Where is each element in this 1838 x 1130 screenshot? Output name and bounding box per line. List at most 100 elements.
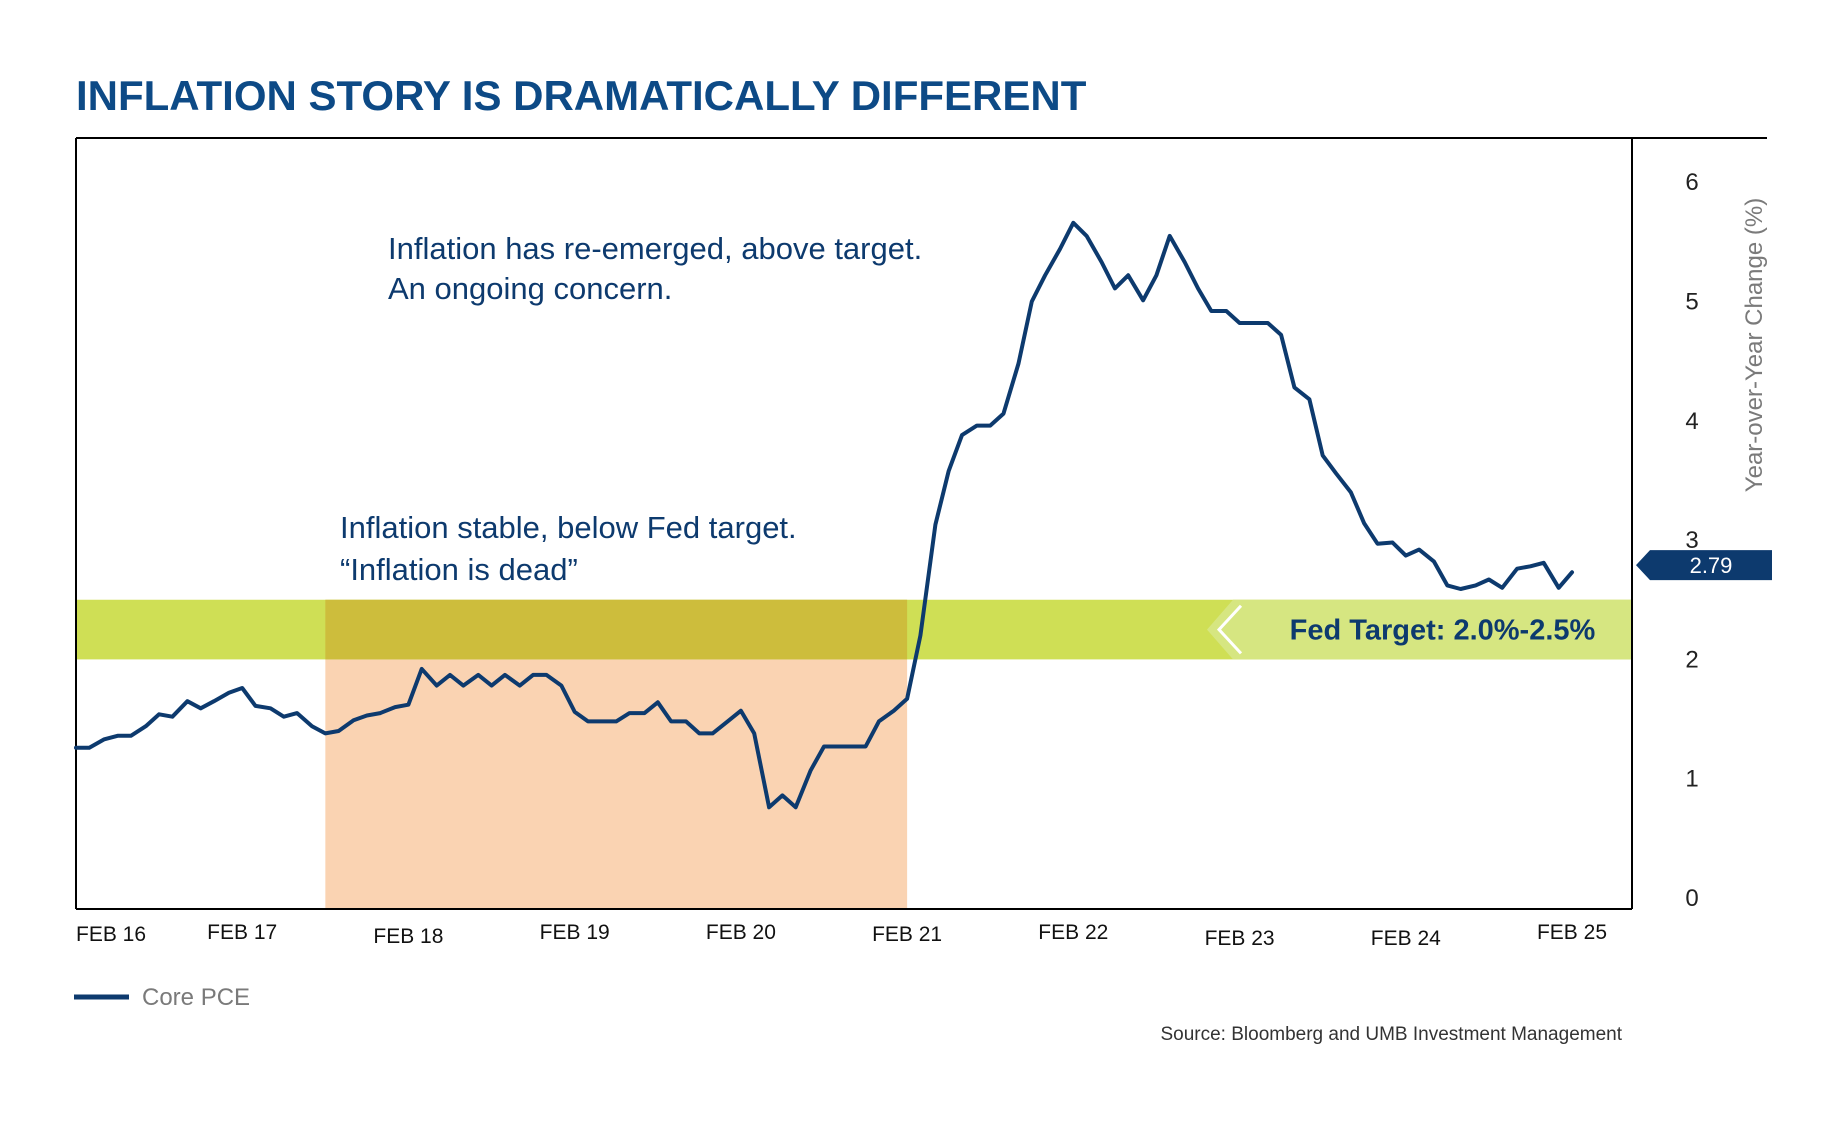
data-point-core-pce-98 [1432, 560, 1436, 564]
data-point-core-pce-44 [684, 719, 688, 723]
data-point-core-pce-12 [240, 686, 244, 690]
x-tick-label: FEB 23 [1205, 927, 1275, 950]
data-point-core-pce-20 [352, 718, 356, 722]
data-point-core-pce-88 [1292, 385, 1296, 389]
data-point-core-pce-21 [365, 714, 369, 718]
data-point-core-pce-27 [448, 673, 452, 677]
data-point-core-pce-82 [1209, 309, 1213, 313]
fed-target-label-box: Fed Target: 2.0%-2.5% [1207, 599, 1632, 660]
y-tick-label: 4 [1685, 408, 1698, 435]
y-tick-label: 5 [1685, 289, 1698, 316]
data-point-core-pce-107 [1557, 586, 1561, 590]
data-point-core-pce-81 [1196, 286, 1200, 290]
y-axis-ticks: 0 1 2 3 4 5 6 [1685, 169, 1698, 912]
data-point-core-pce-19 [337, 729, 341, 733]
stable-period-band [325, 659, 908, 909]
plot-frame [75, 137, 1767, 910]
data-point-core-pce-89 [1307, 397, 1311, 401]
data-point-core-pce-102 [1487, 578, 1491, 582]
data-point-core-pce-30 [490, 684, 494, 688]
data-point-core-pce-11 [227, 691, 231, 695]
data-point-core-pce-2 [102, 737, 106, 741]
x-tick-label: FEB 16 [76, 923, 146, 946]
data-point-core-pce-91 [1334, 471, 1338, 475]
y-tick-label: 6 [1685, 169, 1698, 196]
x-tick-label: FEB 24 [1371, 927, 1441, 950]
data-point-core-pce-25 [420, 667, 424, 671]
data-point-core-pce-97 [1417, 548, 1421, 552]
data-point-core-pce-60 [905, 697, 909, 701]
data-point-core-pce-9 [199, 706, 203, 710]
data-point-core-pce-48 [739, 709, 743, 713]
data-point-core-pce-34 [544, 673, 548, 677]
data-point-core-pce-14 [269, 706, 273, 710]
fed-target-label-shape [1207, 599, 1632, 660]
x-tick-label: FEB 18 [373, 925, 443, 948]
data-point-core-pce-33 [531, 673, 535, 677]
data-point-core-pce-35 [559, 684, 563, 688]
data-point-core-pce-68 [1017, 362, 1021, 366]
data-point-core-pce-95 [1391, 541, 1395, 545]
data-point-core-pce-85 [1251, 321, 1255, 325]
y-tick-label: 2 [1685, 646, 1698, 673]
data-point-core-pce-46 [711, 731, 715, 735]
data-point-core-pce-101 [1474, 583, 1478, 587]
chart-title: INFLATION STORY IS DRAMATICALLY DIFFEREN… [76, 72, 1087, 119]
data-point-core-pce-53 [809, 768, 813, 772]
data-point-core-pce-106 [1542, 561, 1546, 565]
data-point-core-pce-79 [1168, 234, 1172, 238]
data-point-core-pce-108 [1570, 570, 1574, 574]
latest-value-tag: 2.79 [1636, 550, 1772, 581]
annotation-stable-line2: “Inflation is dead” [340, 552, 578, 587]
data-point-core-pce-39 [614, 719, 618, 723]
data-point-core-pce-55 [835, 745, 839, 749]
data-point-core-pce-80 [1183, 260, 1187, 264]
x-tick-label: FEB 19 [540, 921, 610, 944]
data-point-core-pce-22 [378, 711, 382, 715]
data-point-core-pce-52 [794, 805, 798, 809]
x-tick-label: FEB 21 [872, 923, 942, 946]
data-point-core-pce-43 [669, 719, 673, 723]
data-point-core-pce-103 [1500, 586, 1504, 590]
data-point-core-pce-78 [1154, 273, 1158, 277]
data-point-core-pce-8 [185, 699, 189, 703]
data-point-core-pce-38 [601, 719, 605, 723]
data-point-core-pce-40 [628, 711, 632, 715]
data-point-core-pce-31 [503, 673, 507, 677]
source-note: Source: Bloomberg and UMB Investment Man… [1160, 1024, 1622, 1045]
data-point-core-pce-57 [864, 745, 868, 749]
data-point-core-pce-29 [476, 673, 480, 677]
annotation-reemerged-line1: Inflation has re-emerged, above target. [388, 231, 922, 266]
data-point-core-pce-87 [1279, 333, 1283, 337]
data-point-core-pce-69 [1030, 300, 1034, 304]
data-point-core-pce-67 [1002, 412, 1006, 416]
data-point-core-pce-36 [573, 710, 577, 714]
data-point-core-pce-3 [116, 734, 120, 738]
fed-target-overlap-band [325, 599, 908, 660]
data-point-core-pce-62 [933, 523, 937, 527]
data-point-core-pce-83 [1224, 309, 1228, 313]
data-point-core-pce-47 [726, 719, 730, 723]
data-point-core-pce-50 [767, 805, 771, 809]
data-point-core-pce-84 [1238, 321, 1242, 325]
y-tick-label: 1 [1685, 766, 1698, 793]
data-point-core-pce-93 [1362, 521, 1366, 525]
data-point-core-pce-0 [74, 746, 78, 750]
data-point-core-pce-13 [254, 704, 258, 708]
data-point-core-pce-72 [1071, 221, 1075, 225]
data-point-core-pce-15 [282, 715, 286, 719]
latest-value-label: 2.79 [1690, 553, 1733, 578]
data-point-core-pce-24 [406, 703, 410, 707]
data-point-core-pce-17 [310, 724, 314, 728]
data-point-core-pce-86 [1266, 321, 1270, 325]
y-tick-label: 0 [1685, 885, 1698, 912]
legend-label-core-pce: Core PCE [142, 984, 250, 1011]
data-point-core-pce-58 [877, 719, 881, 723]
data-point-core-pce-105 [1528, 564, 1532, 568]
x-tick-label: FEB 20 [706, 921, 776, 944]
data-point-core-pce-61 [918, 634, 922, 638]
fed-target-label: Fed Target: 2.0%-2.5% [1290, 615, 1596, 647]
data-point-core-pce-1 [87, 746, 91, 750]
data-point-core-pce-99 [1445, 583, 1449, 587]
